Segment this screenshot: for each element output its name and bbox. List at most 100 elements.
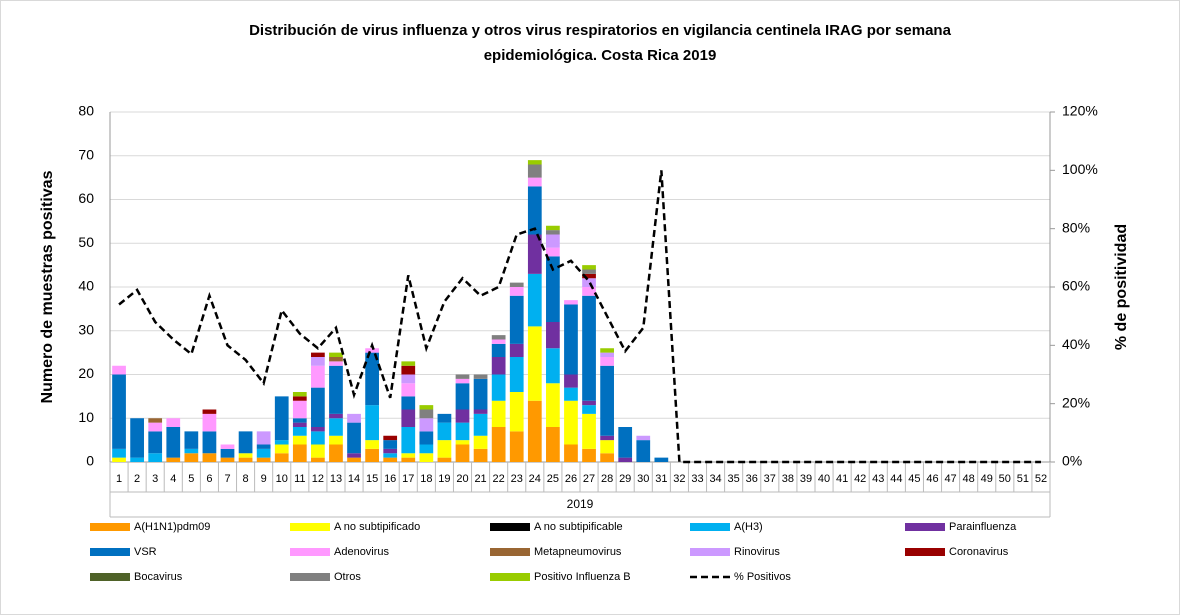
x-tick-label: 15 xyxy=(366,473,378,485)
legend-label: % Positivos xyxy=(734,571,791,583)
x-tick-label: 46 xyxy=(926,473,938,485)
bar-segment xyxy=(600,348,614,353)
bar-segment xyxy=(311,431,325,445)
legend-swatch xyxy=(290,523,330,531)
bar-segment xyxy=(166,418,181,427)
legend-swatch xyxy=(490,523,530,531)
bar-segment xyxy=(311,365,325,388)
x-tick-label: 44 xyxy=(890,473,902,485)
bar-segment xyxy=(618,457,633,462)
bar-segment xyxy=(274,396,289,441)
bar-segment xyxy=(455,383,470,410)
chart-title: epidemiológica. Costa Rica 2019 xyxy=(484,47,717,64)
bar-segment xyxy=(365,405,379,441)
bar-segment xyxy=(564,374,578,388)
bar-segment xyxy=(455,440,470,445)
bar-segment xyxy=(401,427,416,454)
bar-segment xyxy=(383,448,398,454)
bar-segment xyxy=(292,422,307,427)
bar-segment xyxy=(130,457,144,462)
bar-segment xyxy=(329,444,343,462)
x-tick-label: 49 xyxy=(981,473,993,485)
legend-swatch xyxy=(690,523,730,531)
x-tick-label: 12 xyxy=(312,473,324,485)
bar-segment xyxy=(564,304,578,375)
legend-swatch xyxy=(905,548,945,556)
bar-segment xyxy=(582,405,596,414)
bar-segment xyxy=(148,453,163,462)
x-tick-label: 42 xyxy=(854,473,866,485)
bar-segment xyxy=(184,448,199,454)
bar-segment xyxy=(274,453,289,462)
x-tick-label: 25 xyxy=(547,473,559,485)
legend-swatch xyxy=(490,548,530,556)
bar-segment xyxy=(347,457,361,462)
x-tick-label: 33 xyxy=(691,473,703,485)
bar-segment xyxy=(437,440,452,458)
x-tick-label: 34 xyxy=(709,473,721,485)
x-tick-label: 17 xyxy=(402,473,414,485)
bar-segment xyxy=(292,427,307,436)
bar-segment xyxy=(636,435,651,441)
bar-segment xyxy=(238,431,253,454)
bar-segment xyxy=(166,457,181,462)
bar-segment xyxy=(491,339,506,344)
bar-segment xyxy=(365,348,379,353)
bar-segment xyxy=(419,453,434,462)
bar-segment xyxy=(311,427,325,432)
bar-segment xyxy=(329,365,343,414)
bar-segment xyxy=(491,343,506,357)
bar-segment xyxy=(112,365,126,375)
bar-segment xyxy=(329,361,343,366)
bar-segment xyxy=(202,409,217,414)
x-tick-label: 40 xyxy=(818,473,830,485)
legend-swatch xyxy=(905,523,945,531)
bar-segment xyxy=(546,348,560,384)
x-tick-label: 52 xyxy=(1035,473,1047,485)
bar-segment xyxy=(274,444,289,454)
bar-segment xyxy=(582,413,596,449)
legend-label: Adenovirus xyxy=(334,546,390,558)
legend-swatch xyxy=(490,573,530,581)
y2-axis-label: % de positividad xyxy=(1113,224,1130,350)
bar-segment xyxy=(546,234,560,248)
x-tick-label: 31 xyxy=(655,473,667,485)
bar-segment xyxy=(112,374,126,449)
bar-segment xyxy=(329,352,343,357)
bar-segment xyxy=(527,326,542,401)
bar-segment xyxy=(527,234,542,274)
legend-label: Bocavirus xyxy=(134,571,183,583)
bar-segment xyxy=(202,431,217,454)
bar-segment xyxy=(437,422,452,441)
bar-segment xyxy=(311,457,325,462)
bar-segment xyxy=(491,427,506,462)
y-tick-label: 50 xyxy=(78,234,94,250)
bar-segment xyxy=(546,322,560,349)
bar-segment xyxy=(365,352,379,406)
bar-segment xyxy=(491,374,506,401)
legend-swatch xyxy=(290,573,330,581)
bar-segment xyxy=(184,431,199,449)
bar-segment xyxy=(527,400,542,462)
bar-segment xyxy=(347,413,361,423)
bar-segment xyxy=(473,378,488,410)
bar-segment xyxy=(509,357,524,392)
bar-segment xyxy=(148,418,163,423)
bar-segment xyxy=(491,400,506,427)
bar-segment xyxy=(455,409,470,423)
x-tick-label: 36 xyxy=(746,473,758,485)
bar-segment xyxy=(419,431,434,445)
bar-segment xyxy=(401,409,416,427)
bar-segment xyxy=(401,457,416,462)
bar-segment xyxy=(401,361,416,366)
x-tick-label: 37 xyxy=(764,473,776,485)
y-tick-label: 0 xyxy=(86,453,94,469)
bar-segment xyxy=(546,247,560,257)
x-tick-label: 9 xyxy=(261,473,267,485)
bar-segment xyxy=(383,457,398,462)
legend-label: Parainfluenza xyxy=(949,521,1017,533)
bar-segment xyxy=(256,448,271,458)
legend-swatch xyxy=(290,548,330,556)
line-series xyxy=(118,170,1041,464)
